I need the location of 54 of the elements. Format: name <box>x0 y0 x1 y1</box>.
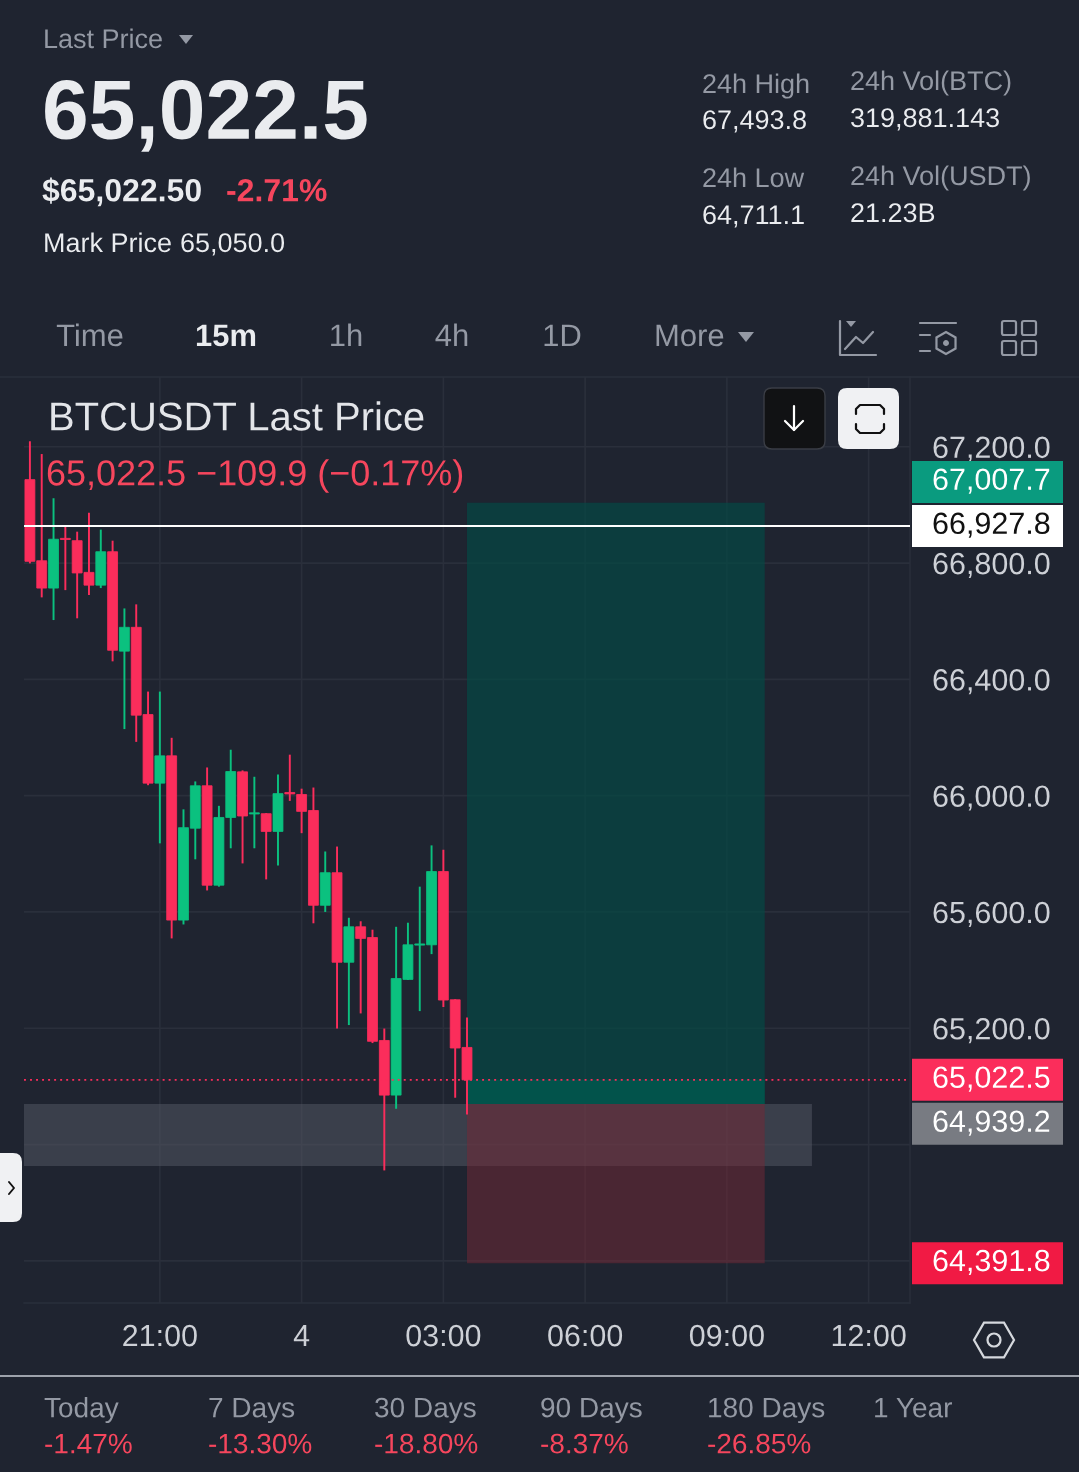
text: -26.85% <box>708 1433 811 1454</box>
text: 180 Days <box>709 1397 825 1424</box>
text: -2.71% <box>227 178 327 202</box>
text: 64,391.8 <box>933 1249 1050 1276</box>
text: -13.30% <box>209 1433 312 1454</box>
y-tick-label: 67,200.0 <box>933 436 1050 462</box>
x-tick-label: 09:00 <box>689 1324 764 1347</box>
x-tick-label: 06:00 <box>548 1324 623 1347</box>
text: 1D <box>544 324 581 347</box>
text: Today <box>44 1396 119 1424</box>
text: 1h <box>331 323 362 347</box>
text: 24h Vol(USDT) <box>851 165 1030 191</box>
x-tick-label: 03:00 <box>406 1324 481 1347</box>
text: 7 Days <box>209 1397 295 1424</box>
y-tick-label: 66,800.0 <box>933 552 1050 579</box>
text: -18.80% <box>375 1433 478 1454</box>
text: 64,939.2 <box>933 1110 1050 1136</box>
text: 15m <box>196 324 256 347</box>
text: Mark Price <box>45 232 171 253</box>
x-tick-label: 4 <box>293 1325 310 1347</box>
ref-line-label: 65,022.5 <box>933 1066 1050 1092</box>
text: 67,007.7 <box>933 468 1050 494</box>
candlestick <box>248 775 260 850</box>
text: 24h Vol(BTC) <box>851 70 1011 96</box>
text: -8.37% <box>541 1433 628 1454</box>
text: 1 Year <box>875 1397 952 1418</box>
text: 90 Days <box>541 1397 642 1424</box>
x-tick-label: 21:00 <box>123 1324 197 1347</box>
text: $65,022.50 <box>42 177 201 207</box>
text: 64,711.1 <box>703 205 804 228</box>
chart-title: BTCUSDT Last Price <box>51 401 424 431</box>
candlestick <box>260 812 272 881</box>
text: Last Price <box>45 28 162 49</box>
text: 65,022.5 <box>45 80 367 152</box>
text: Time <box>56 323 123 347</box>
text: More <box>656 324 724 347</box>
text: 65,050.0 <box>181 233 285 256</box>
text: -1.47% <box>45 1433 132 1454</box>
y-tick-label: 66,400.0 <box>933 669 1050 695</box>
annotation: 65,022.5 −109.9 (−0.17%) <box>47 459 463 493</box>
ref-line-label: 66,927.8 <box>933 512 1050 538</box>
candlestick <box>59 524 71 592</box>
y-tick-label: 66,000.0 <box>933 785 1050 811</box>
text: 21.23B <box>851 203 935 223</box>
x-tick-label: 12:00 <box>832 1324 906 1347</box>
text: 30 Days <box>375 1397 476 1424</box>
candlestick <box>119 607 130 731</box>
y-tick-label: 65,600.0 <box>933 901 1050 927</box>
text: 4h <box>435 323 468 347</box>
text: 24h High <box>703 73 809 99</box>
y-tick-label: 65,200.0 <box>933 1018 1050 1044</box>
text: 67,493.8 <box>703 110 806 133</box>
text: 24h Low <box>703 167 805 188</box>
text: 319,881.143 <box>851 108 999 131</box>
